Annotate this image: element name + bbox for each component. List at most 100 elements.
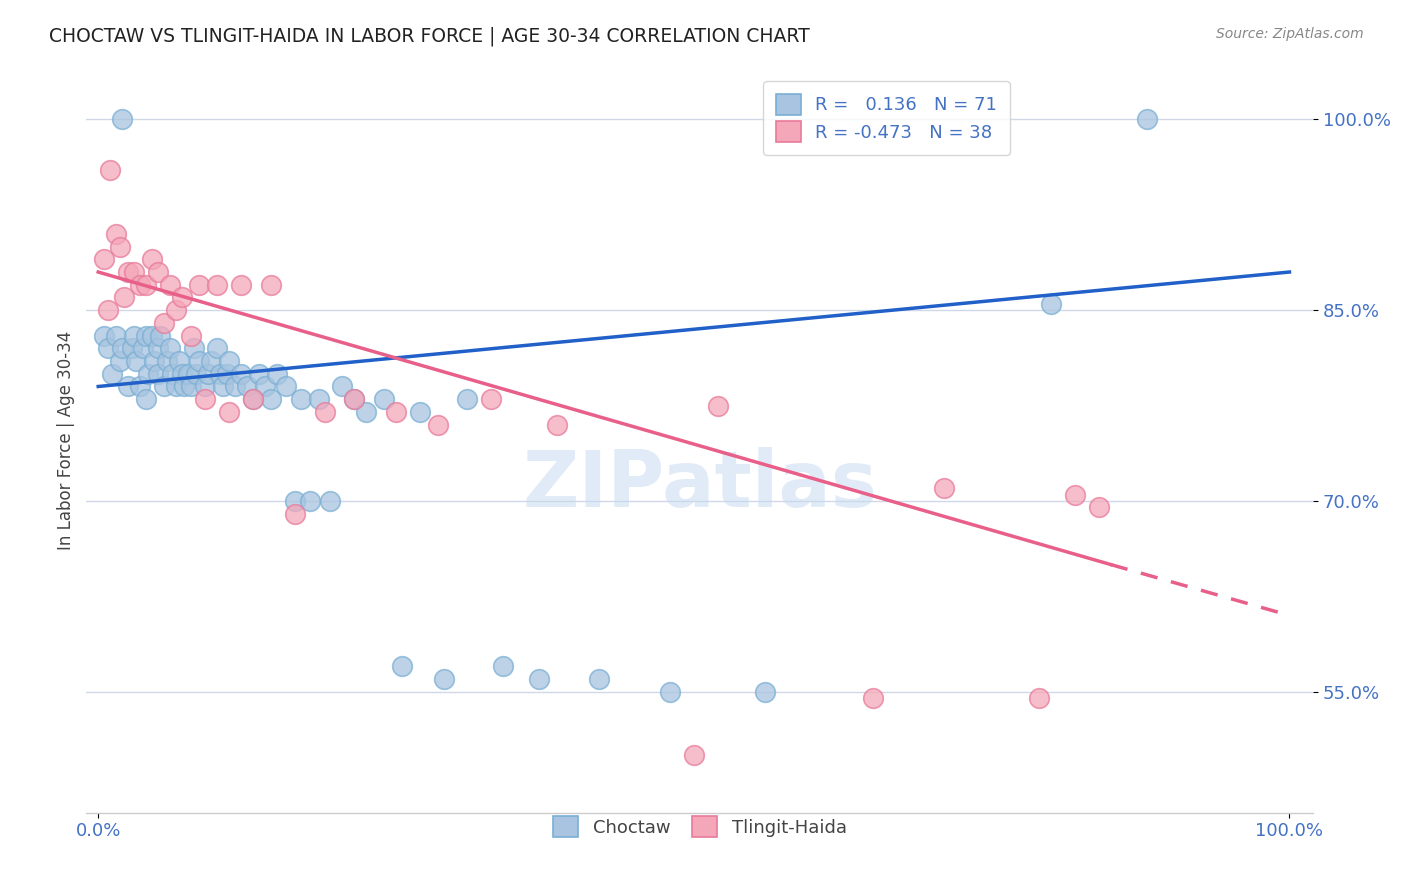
Point (176, 367, 198, 381)
Point (93, 252, 115, 267)
Point (108, 239, 131, 253)
Point (332, 379, 354, 393)
Point (132, 342, 155, 356)
Point (492, 659, 515, 673)
Point (129, 277, 152, 292)
Point (143, 354, 166, 368)
Point (141, 252, 163, 267)
Point (135, 328, 157, 343)
Point (170, 290, 193, 304)
Point (121, 342, 143, 356)
Point (247, 367, 270, 381)
Point (260, 277, 283, 292)
Point (1040, 297, 1063, 311)
Point (253, 379, 276, 393)
Point (546, 417, 568, 432)
Point (194, 392, 217, 407)
Point (105, 328, 128, 343)
Point (373, 392, 395, 407)
Point (167, 354, 190, 368)
Point (108, 354, 131, 368)
Point (125, 354, 148, 368)
Point (149, 328, 172, 343)
Point (152, 316, 174, 330)
Point (170, 367, 193, 381)
Point (290, 392, 312, 407)
Point (343, 392, 366, 407)
Point (101, 367, 124, 381)
Point (146, 342, 169, 356)
Point (319, 494, 342, 508)
Point (266, 367, 288, 381)
Point (385, 405, 408, 419)
Text: Source: ZipAtlas.com: Source: ZipAtlas.com (1216, 27, 1364, 41)
Point (180, 379, 202, 393)
Point (136, 367, 159, 381)
Point (682, 748, 704, 763)
Point (260, 392, 283, 407)
Point (212, 379, 235, 393)
Point (354, 405, 377, 419)
Point (527, 672, 550, 686)
Point (165, 303, 187, 318)
Point (215, 367, 238, 381)
Point (588, 672, 610, 686)
Point (284, 494, 307, 508)
Point (159, 277, 181, 292)
Point (479, 392, 502, 407)
Point (183, 342, 205, 356)
Point (160, 367, 183, 381)
Point (135, 392, 157, 407)
Point (97, 303, 120, 318)
Point (122, 328, 145, 343)
Point (111, 112, 134, 127)
Point (105, 227, 128, 241)
Point (156, 354, 179, 368)
Point (93, 328, 115, 343)
Point (409, 405, 432, 419)
Point (231, 367, 253, 381)
Point (218, 354, 240, 368)
Point (242, 392, 264, 407)
Point (224, 379, 246, 393)
Point (207, 342, 229, 356)
Point (207, 277, 229, 292)
Point (276, 379, 298, 393)
Y-axis label: In Labor Force | Age 30-34: In Labor Force | Age 30-34 (58, 331, 75, 550)
Point (98, 163, 121, 178)
Point (236, 379, 259, 393)
Point (112, 290, 135, 304)
Point (111, 342, 134, 356)
Point (862, 691, 884, 706)
Point (1088, 500, 1111, 515)
Point (1135, 112, 1157, 127)
Point (932, 481, 955, 495)
Point (97, 342, 120, 356)
Point (146, 367, 169, 381)
Point (1064, 487, 1087, 501)
Point (456, 392, 478, 407)
Point (141, 328, 163, 343)
Point (343, 392, 366, 407)
Legend: Choctaw, Tlingit-Haida: Choctaw, Tlingit-Haida (546, 809, 853, 845)
Point (218, 405, 240, 419)
Point (146, 265, 169, 279)
Point (231, 277, 253, 292)
Point (1028, 691, 1050, 706)
Point (391, 659, 413, 673)
Point (314, 405, 336, 419)
Point (188, 354, 211, 368)
Point (242, 392, 264, 407)
Point (706, 399, 728, 413)
Point (194, 379, 217, 393)
Point (165, 379, 187, 393)
Point (754, 684, 776, 698)
Point (208, 367, 231, 381)
Point (200, 354, 222, 368)
Text: CHOCTAW VS TLINGIT-HAIDA IN LABOR FORCE | AGE 30-34 CORRELATION CHART: CHOCTAW VS TLINGIT-HAIDA IN LABOR FORCE … (49, 27, 810, 46)
Point (308, 392, 330, 407)
Point (197, 367, 219, 381)
Point (180, 328, 202, 343)
Point (188, 277, 211, 292)
Point (426, 417, 449, 432)
